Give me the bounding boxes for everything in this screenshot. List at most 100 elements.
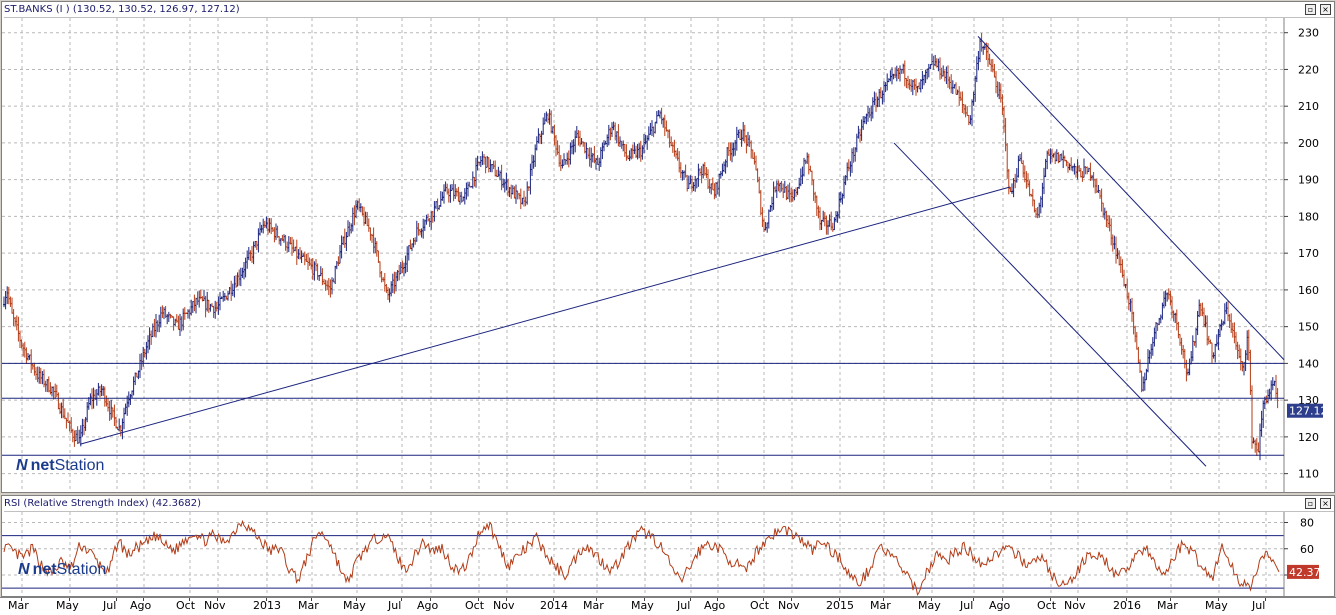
x-axis-tick	[690, 598, 691, 601]
x-axis-label: Oct	[465, 599, 485, 612]
x-axis-label: Oct	[1037, 599, 1057, 612]
x-axis-label: Oct	[176, 599, 196, 612]
rsi-panel-title: RSI (Relative Strength Index) (42.3682)	[4, 498, 202, 509]
x-axis-tick	[596, 598, 597, 601]
x-axis-tick	[116, 598, 117, 601]
price-panel-title: ST.BANKS (I ) (130.52, 130.52, 126.97, 1…	[4, 4, 240, 15]
price-grid	[2, 18, 1284, 492]
x-axis-label: Jul	[960, 599, 974, 612]
rsi-grid	[2, 512, 1284, 596]
price-y-tick-label: 150	[1298, 321, 1319, 334]
x-axis-label: May	[918, 599, 941, 612]
x-axis-tick	[1002, 598, 1003, 601]
price-y-tick-label: 200	[1298, 137, 1319, 150]
x-axis-tick	[401, 598, 402, 601]
x-axis-tick	[506, 598, 507, 601]
x-axis-tick	[430, 598, 431, 601]
price-y-tick-label: 140	[1298, 357, 1319, 370]
x-axis-label: May	[56, 599, 79, 612]
x-axis-tick	[478, 598, 479, 601]
x-axis-label: May	[631, 599, 654, 612]
x-axis-tick	[217, 598, 218, 601]
x-axis-tick	[69, 598, 70, 601]
x-axis-tick	[717, 598, 718, 601]
trendline	[977, 36, 1285, 361]
x-axis-label: Jul	[1252, 599, 1266, 612]
x-axis-label: 2014	[540, 599, 568, 612]
x-axis-tick	[973, 598, 974, 601]
x-axis-tick	[791, 598, 792, 601]
price-y-tick-label: 210	[1298, 100, 1319, 113]
rsi-chart-panel[interactable]: RSI (Relative Strength Index) (42.3682) …	[1, 495, 1335, 597]
restore-icon[interactable]: ▫	[1305, 4, 1316, 15]
price-y-tick-label: 190	[1298, 174, 1319, 187]
price-y-tick-label: 110	[1298, 468, 1319, 481]
x-axis-label: Ago	[704, 599, 726, 612]
x-axis-tick	[143, 598, 144, 601]
x-axis-label: Mar	[870, 599, 891, 612]
x-axis-tick	[1265, 598, 1266, 601]
x-axis-label: Mar	[583, 599, 604, 612]
price-ohlc-bars	[3, 33, 1279, 461]
last-price-badge	[1287, 403, 1323, 418]
netstation-logo-icon: N	[18, 561, 30, 578]
x-axis-label: Oct	[750, 599, 770, 612]
x-axis-label: 2015	[826, 599, 854, 612]
x-axis-tick	[311, 598, 312, 601]
price-y-tick-label: 230	[1298, 27, 1319, 40]
x-axis-label: May	[1205, 599, 1228, 612]
x-axis-label: Jul	[388, 599, 402, 612]
x-axis-label: 2013	[253, 599, 281, 612]
x-axis-tick	[553, 598, 554, 601]
price-y-tick-label: 170	[1298, 247, 1319, 260]
restore-icon[interactable]: ▫	[1305, 498, 1316, 509]
x-axis-tick	[644, 598, 645, 601]
rsi-value-badge	[1287, 564, 1319, 579]
price-y-tick-label: 120	[1298, 431, 1319, 444]
brand-suffix: Station	[56, 561, 107, 578]
price-y-tick-label: 160	[1298, 284, 1319, 297]
x-axis-tick	[1050, 598, 1051, 601]
trendline	[79, 186, 1011, 445]
netstation-logo-icon: N	[16, 457, 28, 474]
price-y-tick-label: 220	[1298, 63, 1319, 76]
x-axis-label: Nov	[204, 599, 226, 612]
x-axis-label: Nov	[493, 599, 515, 612]
x-axis-tick	[356, 598, 357, 601]
x-axis-label: Mar	[298, 599, 319, 612]
x-axis: Mar May Jul Ago Oct Nov 2013 Mar May Jul Ago Oct Nov…	[0, 597, 1336, 615]
rsi-value-label: 42.37	[1289, 566, 1321, 579]
x-axis-label: Ago	[417, 599, 439, 612]
x-axis-label: 2016	[1113, 599, 1141, 612]
x-axis-label: Ago	[130, 599, 152, 612]
close-icon[interactable]: ×	[1320, 498, 1331, 509]
price-y-tick-label: 180	[1298, 210, 1319, 223]
x-axis-tick	[839, 598, 840, 601]
x-axis-tick	[1170, 598, 1171, 601]
rsi-y-tick-label: 60	[1300, 543, 1314, 556]
x-axis-tick	[21, 598, 22, 601]
trendline	[893, 142, 1207, 467]
rsi-line	[3, 519, 1280, 596]
x-axis-label: May	[343, 599, 366, 612]
rsi-y-tick-label: 80	[1300, 517, 1314, 530]
brand-prefix: net	[30, 457, 55, 474]
x-axis-tick	[1077, 598, 1078, 601]
x-axis-label: Nov	[778, 599, 800, 612]
price-chart-panel[interactable]: ST.BANKS (I ) (130.52, 130.52, 126.97, 1…	[1, 1, 1335, 493]
price-chart[interactable]: 1101201301401501601701801902002102202301…	[2, 18, 1334, 492]
x-axis-tick	[189, 598, 190, 601]
last-price-label: 127.12	[1289, 405, 1328, 418]
x-axis-label: Nov	[1064, 599, 1086, 612]
x-axis-label: Mar	[8, 599, 29, 612]
x-axis-tick	[883, 598, 884, 601]
rsi-chart[interactable]: 40608042.37	[2, 512, 1334, 596]
x-axis-label: Jul	[103, 599, 117, 612]
x-axis-tick	[1126, 598, 1127, 601]
x-axis-label: Mar	[1157, 599, 1178, 612]
x-axis-label: Jul	[677, 599, 691, 612]
close-icon[interactable]: ×	[1320, 4, 1331, 15]
x-axis-tick	[763, 598, 764, 601]
